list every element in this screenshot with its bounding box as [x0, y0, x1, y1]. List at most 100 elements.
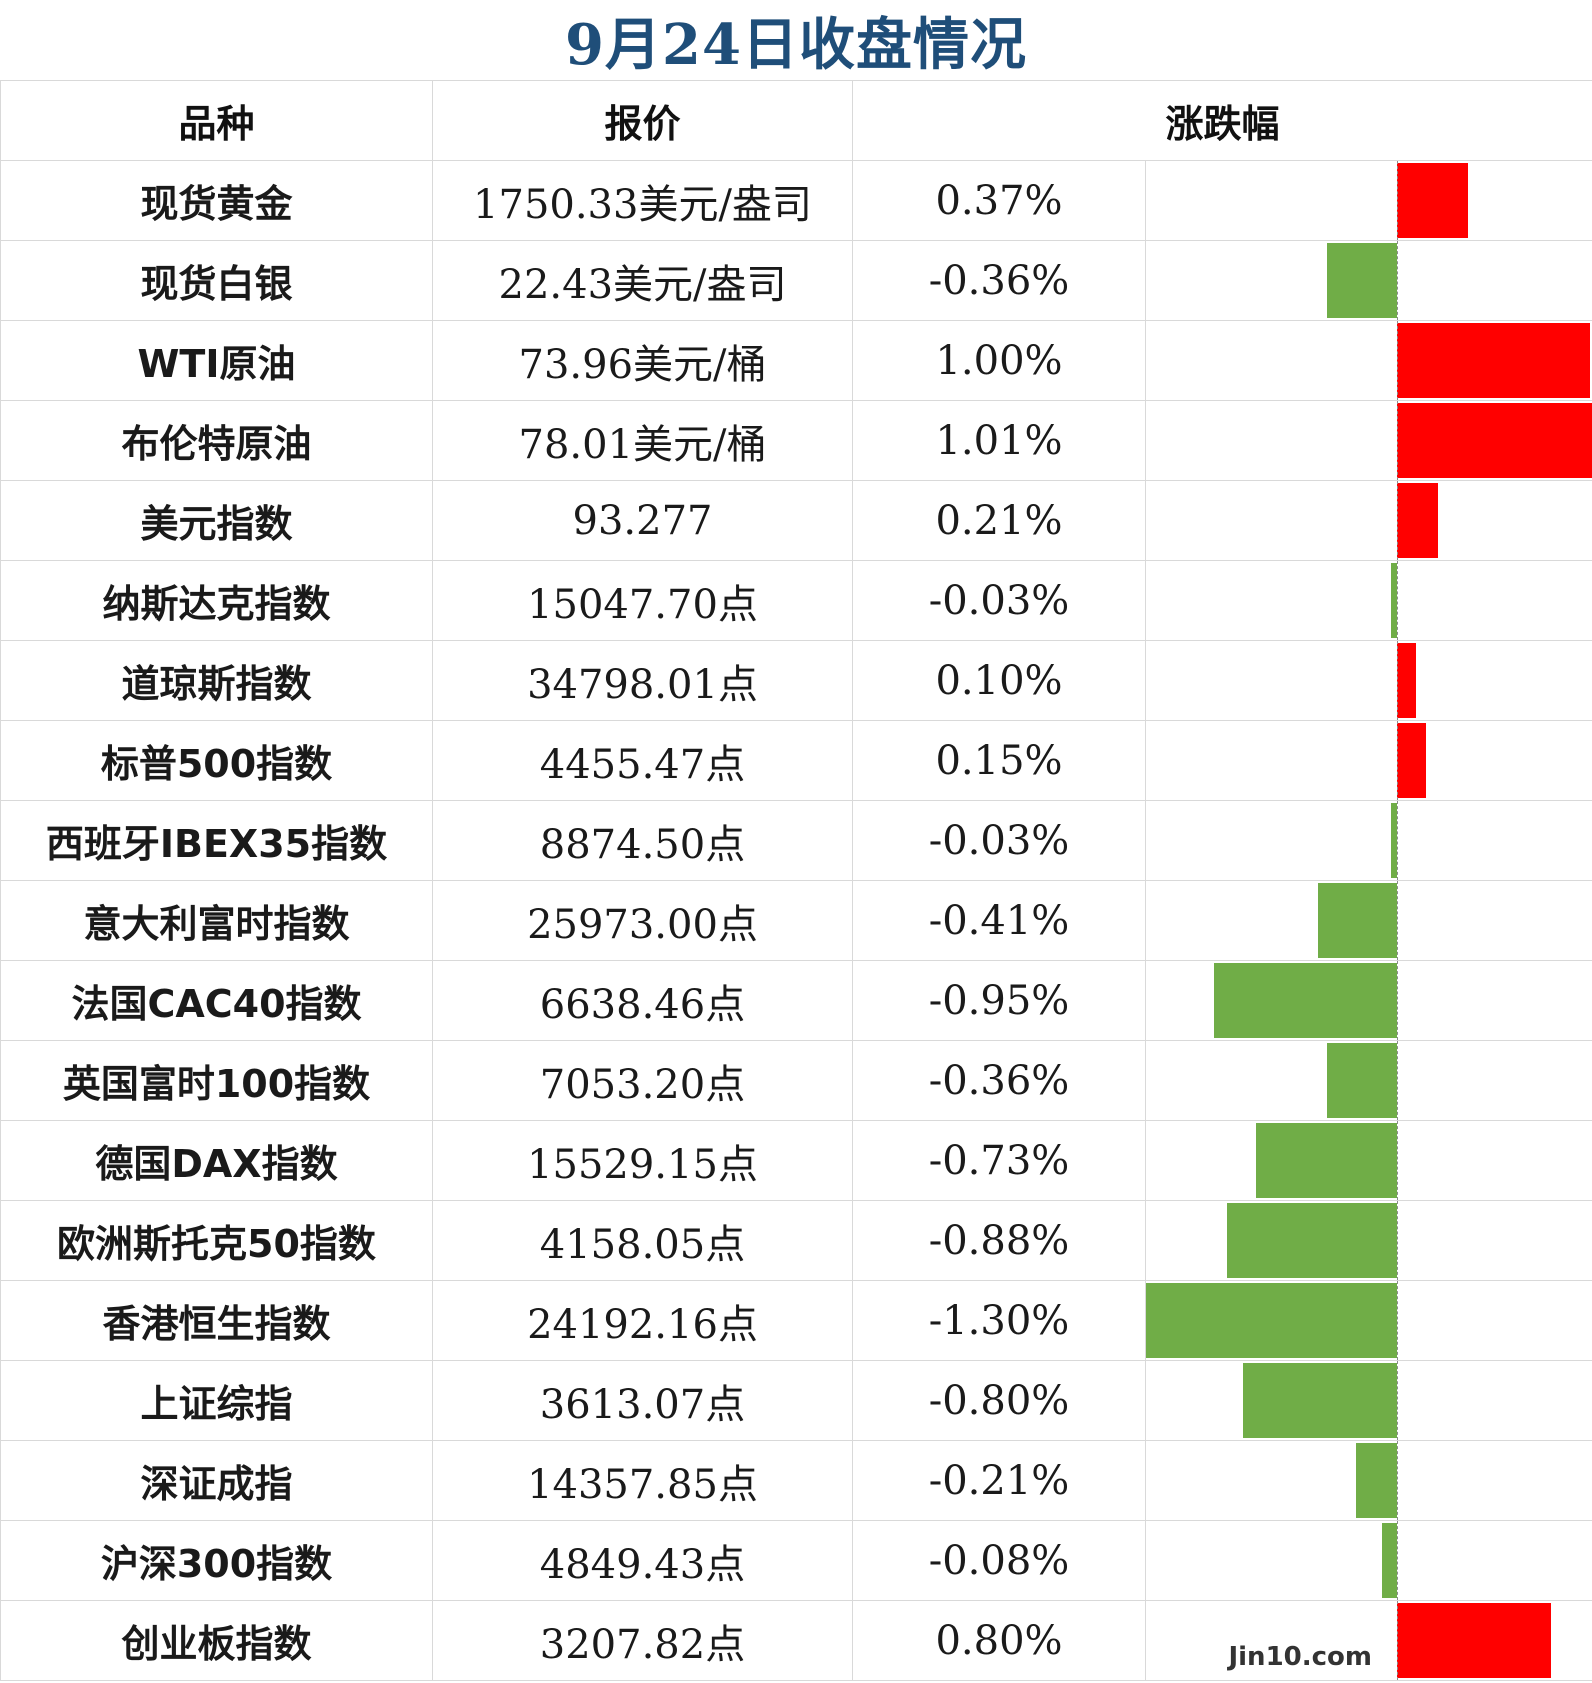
row-price: 73.96美元/桶 — [432, 320, 853, 401]
bar-area — [1147, 321, 1592, 400]
row-change-text: -0.21% — [852, 1440, 1146, 1521]
bar-area — [1147, 1201, 1592, 1280]
row-price: 22.43美元/盎司 — [432, 240, 853, 321]
table-row: 现货白银 22.43美元/盎司 -0.36% — [0, 240, 1592, 321]
table-row: 德国DAX指数 15529.15点 -0.73% — [0, 1120, 1592, 1201]
change-bar-up — [1397, 323, 1591, 398]
table-row: 法国CAC40指数 6638.46点 -0.95% — [0, 960, 1592, 1041]
row-change-bar-cell — [1144, 1280, 1592, 1361]
table-row: 上证综指 3613.07点 -0.80% — [0, 1360, 1592, 1441]
row-name: 标普500指数 — [0, 720, 433, 801]
change-bar-up — [1397, 163, 1469, 238]
table-row: 意大利富时指数 25973.00点 -0.41% — [0, 880, 1592, 961]
market-close-table: 品种 报价 涨跌幅 现货黄金 1750.33美元/盎司 0.37% 现货白银 22.43… — [0, 80, 1592, 1681]
row-change-text: -0.80% — [852, 1360, 1146, 1441]
bar-area — [1147, 401, 1592, 480]
row-name: 英国富时100指数 — [0, 1040, 433, 1121]
row-change-bar-cell — [1144, 1600, 1592, 1681]
header-change: 涨跌幅 — [851, 80, 1592, 161]
change-bar-down — [1391, 563, 1397, 638]
header-price: 报价 — [432, 80, 853, 161]
zero-axis-line — [1397, 561, 1398, 640]
bar-area — [1147, 481, 1592, 560]
zero-axis-line — [1397, 1441, 1398, 1520]
row-name: 香港恒生指数 — [0, 1280, 433, 1361]
row-change-text: -1.30% — [852, 1280, 1146, 1361]
change-bar-down — [1317, 883, 1397, 958]
zero-axis-line — [1397, 721, 1398, 800]
row-change-text: 0.15% — [852, 720, 1146, 801]
bar-area — [1147, 1441, 1592, 1520]
row-change-bar-cell — [1144, 240, 1592, 321]
zero-axis-line — [1397, 1281, 1398, 1360]
row-name: 道琼斯指数 — [0, 640, 433, 721]
zero-axis-line — [1397, 1361, 1398, 1440]
row-name: 纳斯达克指数 — [0, 560, 433, 641]
row-price: 1750.33美元/盎司 — [432, 160, 853, 241]
bar-area — [1147, 241, 1592, 320]
row-price: 7053.20点 — [432, 1040, 853, 1121]
row-price: 4158.05点 — [432, 1200, 853, 1281]
row-change-text: -0.36% — [852, 240, 1146, 321]
row-name: 法国CAC40指数 — [0, 960, 433, 1041]
row-name: 西班牙IBEX35指数 — [0, 800, 433, 881]
bar-area — [1147, 1361, 1592, 1440]
bar-area — [1147, 1601, 1592, 1680]
bar-area — [1146, 1281, 1592, 1360]
table-row: 深证成指 14357.85点 -0.21% — [0, 1440, 1592, 1521]
row-change-text: -0.73% — [852, 1120, 1146, 1201]
table-row: 纳斯达克指数 15047.70点 -0.03% — [0, 560, 1592, 641]
row-change-bar-cell — [1144, 1360, 1592, 1441]
row-change-bar-cell — [1144, 720, 1592, 801]
row-price: 15047.70点 — [432, 560, 853, 641]
bar-area — [1147, 641, 1592, 720]
page-title: 9月24日收盘情况 — [565, 11, 1027, 78]
row-change-bar-cell — [1144, 880, 1592, 961]
zero-axis-line — [1397, 1121, 1398, 1200]
change-bar-down — [1227, 1203, 1397, 1278]
bar-area — [1147, 161, 1592, 240]
row-change-bar-cell — [1144, 160, 1592, 241]
row-price: 34798.01点 — [432, 640, 853, 721]
header-row: 品种 报价 涨跌幅 — [0, 80, 1592, 161]
table-row: 创业板指数 3207.82点 0.80% — [0, 1600, 1592, 1681]
zero-axis-line — [1397, 881, 1398, 960]
row-name: 美元指数 — [0, 480, 433, 561]
row-change-text: 0.10% — [852, 640, 1146, 721]
row-change-bar-cell — [1144, 1520, 1592, 1601]
row-change-text: 0.21% — [852, 480, 1146, 561]
change-bar-up — [1397, 403, 1592, 478]
row-price: 3613.07点 — [432, 1360, 853, 1441]
row-change-text: -0.95% — [852, 960, 1146, 1041]
row-price: 4455.47点 — [432, 720, 853, 801]
table-row: 道琼斯指数 34798.01点 0.10% — [0, 640, 1592, 721]
table-row: 标普500指数 4455.47点 0.15% — [0, 720, 1592, 801]
row-name: 现货黄金 — [0, 160, 433, 241]
row-name: 创业板指数 — [0, 1600, 433, 1681]
bar-area — [1147, 961, 1592, 1040]
watermark: Jin10.com — [1228, 1642, 1372, 1672]
change-bar-down — [1242, 1363, 1397, 1438]
row-change-bar-cell — [1144, 800, 1592, 881]
table-row: 英国富时100指数 7053.20点 -0.36% — [0, 1040, 1592, 1121]
row-price: 15529.15点 — [432, 1120, 853, 1201]
bar-area — [1147, 881, 1592, 960]
row-change-text: 0.37% — [852, 160, 1146, 241]
zero-axis-line — [1397, 321, 1398, 400]
row-change-text: 0.80% — [852, 1600, 1146, 1681]
zero-axis-line — [1397, 241, 1398, 320]
table-row: WTI原油 73.96美元/桶 1.00% — [0, 320, 1592, 401]
row-change-bar-cell — [1144, 1120, 1592, 1201]
row-change-text: 1.00% — [852, 320, 1146, 401]
row-name: 沪深300指数 — [0, 1520, 433, 1601]
change-bar-down — [1356, 1443, 1397, 1518]
row-price: 8874.50点 — [432, 800, 853, 881]
change-bar-up — [1397, 1603, 1552, 1678]
title-row: 9月24日收盘情况 — [0, 0, 1592, 81]
row-change-text: -0.08% — [852, 1520, 1146, 1601]
row-name: 深证成指 — [0, 1440, 433, 1521]
row-price: 14357.85点 — [432, 1440, 853, 1521]
change-bar-down — [1381, 1523, 1397, 1598]
row-price: 24192.16点 — [432, 1280, 853, 1361]
